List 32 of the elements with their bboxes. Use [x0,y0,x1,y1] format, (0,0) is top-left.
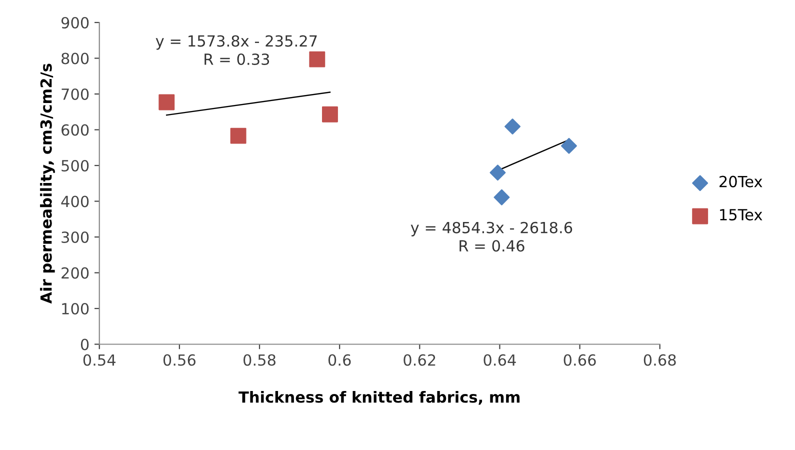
annotation: y = 1573.8x - 235.27 R = 0.33 [156,35,317,66]
point [560,138,577,154]
point [230,128,246,144]
y-tick-label: 100 [62,302,89,315]
point [494,189,510,206]
point [504,118,521,135]
x-tick-label: 0.54 [83,354,116,366]
point [490,164,506,181]
x-tick-label: 0.62 [404,354,436,366]
y-tick-label: 400 [61,196,89,208]
x-tick-label: 0.66 [564,354,596,366]
legend-label: 15Tex [720,209,762,220]
y-tick-label: 900 [61,16,89,29]
point [158,94,175,110]
y-tick-label: 600 [62,124,89,136]
x-tick-label: 0.68 [644,354,676,366]
point [322,106,338,122]
x-tick-label: 0.6 [328,354,351,366]
x-axis-title: Thickness of knitted fabrics, mm [238,390,520,405]
x-tick-label: 0.56 [163,354,196,366]
y-axis-title: Air permeability, cm3/cm2/s [40,64,55,304]
y-tick-label: 500 [62,160,89,172]
x-tick-label: 0.58 [244,354,276,366]
legend-label: 20Tex [720,176,762,188]
annotation: y = 4854.3x - 2618.6 R = 0.46 [410,222,572,252]
y-tick-label: 300 [62,231,89,244]
y-tick-label: 200 [62,267,89,279]
y-tick-label: 700 [62,88,89,100]
y-tick-label: 0 [80,338,89,350]
point [309,51,326,68]
x-tick-label: 0.64 [484,354,516,366]
y-tick-label: 800 [62,52,89,64]
